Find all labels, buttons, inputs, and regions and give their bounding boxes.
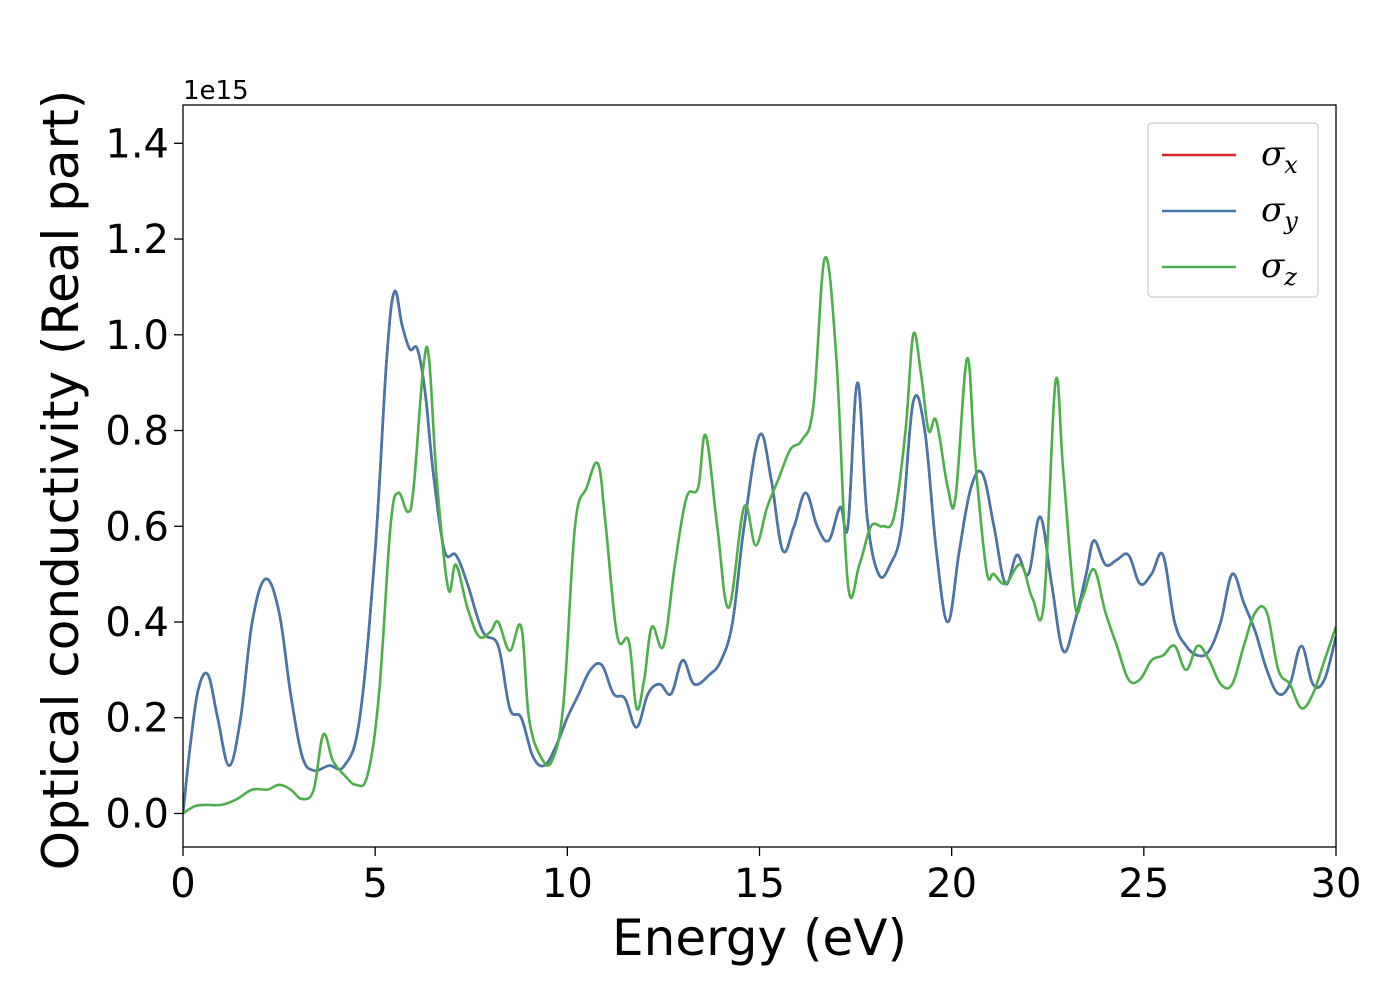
legend-label-x: σx bbox=[1261, 134, 1298, 179]
series-line-z bbox=[183, 255, 1336, 815]
legend-label-z: σz bbox=[1261, 246, 1297, 291]
y-tick-label: 0.8 bbox=[105, 409, 169, 455]
x-tick-label: 0 bbox=[170, 861, 195, 907]
y-tick-label: 0.4 bbox=[105, 600, 169, 646]
series-line-y bbox=[183, 289, 1336, 814]
x-axis-label: Energy (eV) bbox=[612, 909, 907, 967]
y-tick-label: 0.6 bbox=[105, 504, 169, 550]
x-tick-label: 5 bbox=[362, 861, 387, 907]
series-layer bbox=[183, 255, 1336, 815]
x-tick-label: 10 bbox=[542, 861, 593, 907]
y-tick-label: 1.4 bbox=[105, 121, 169, 167]
x-tick-label: 30 bbox=[1311, 861, 1362, 907]
y-axis-multiplier: 1e15 bbox=[183, 76, 249, 106]
x-tick-label: 20 bbox=[926, 861, 977, 907]
legend: σx σy σz bbox=[1147, 122, 1319, 298]
x-tick-label: 15 bbox=[734, 861, 785, 907]
y-tick-label: 0.0 bbox=[105, 791, 169, 837]
y-tick-label: 1.0 bbox=[105, 313, 169, 359]
y-axis-label: Optical conductivity (Real part) bbox=[32, 90, 90, 871]
y-tick-label: 0.2 bbox=[105, 696, 169, 742]
ticks-layer: 0 5 10 15 20 25 30 0.0 0.2 0.4 0.6 0.8 1.0 1.2 1.4 bbox=[105, 121, 1361, 907]
x-tick-label: 25 bbox=[1118, 861, 1169, 907]
legend-label-y: σy bbox=[1261, 190, 1298, 235]
y-tick-label: 1.2 bbox=[105, 217, 169, 263]
